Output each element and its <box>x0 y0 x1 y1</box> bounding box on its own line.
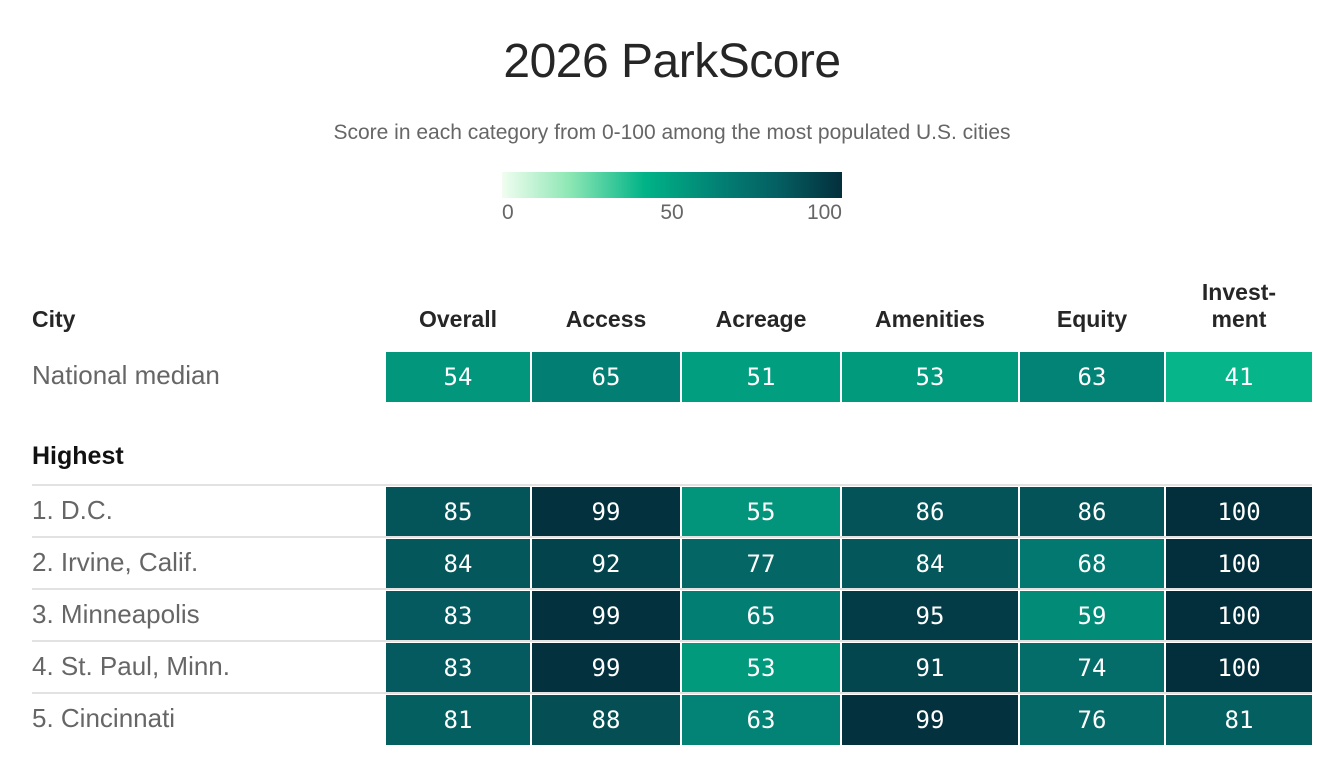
chart-subtitle: Score in each category from 0-100 among … <box>333 121 1011 144</box>
legend-tick-100: 100 <box>806 201 842 224</box>
city-row-cell: 91 <box>842 643 1018 693</box>
city-row-cell: 95 <box>842 591 1018 641</box>
city-row-cell: 100 <box>1166 591 1312 641</box>
city-row-cell: 83 <box>386 591 530 641</box>
city-row-cell: 83 <box>386 643 530 693</box>
city-row-cell: 99 <box>532 643 680 693</box>
city-row-label: 5. Cincinnati <box>32 703 176 733</box>
city-row-cell: 81 <box>386 695 530 745</box>
row-divider <box>32 484 1312 486</box>
city-row-cell: 100 <box>1166 487 1312 537</box>
city-row-cell: 92 <box>532 539 680 589</box>
city-row-cell: 74 <box>1020 643 1164 693</box>
legend-tick-0: 0 <box>502 201 514 224</box>
city-row-label: 3. Minneapolis <box>32 599 200 629</box>
header-acreage: Acreage <box>715 306 807 332</box>
row-divider <box>32 692 1312 694</box>
median-row-cell: 53 <box>842 352 1018 402</box>
header-city: City <box>32 306 76 332</box>
city-row-cell: 55 <box>682 487 840 537</box>
city-row-cell: 81 <box>1166 695 1312 745</box>
city-row-cell: 84 <box>842 539 1018 589</box>
city-row-cell: 99 <box>532 591 680 641</box>
city-row-cell: 88 <box>532 695 680 745</box>
row-divider <box>32 536 1312 538</box>
city-row-cell: 63 <box>682 695 840 745</box>
median-row-cell: 51 <box>682 352 840 402</box>
row-divider <box>32 588 1312 590</box>
city-row-cell: 99 <box>842 695 1018 745</box>
median-row-cell: 41 <box>1166 352 1312 402</box>
city-row-cell: 85 <box>386 487 530 537</box>
city-row-cell: 68 <box>1020 539 1164 589</box>
city-row-cell: 100 <box>1166 539 1312 589</box>
legend-tick-50: 50 <box>660 201 684 224</box>
city-row-cell: 53 <box>682 643 840 693</box>
city-row-label: 4. St. Paul, Minn. <box>32 651 230 681</box>
median-row-label: National median <box>32 360 220 390</box>
median-row-cell: 65 <box>532 352 680 402</box>
city-row-cell: 59 <box>1020 591 1164 641</box>
city-row-cell: 86 <box>1020 487 1164 537</box>
header-overall: Overall <box>419 306 497 332</box>
chart-title: 2026 ParkScore <box>503 35 841 88</box>
city-row-label: 1. D.C. <box>32 495 113 525</box>
city-row-cell: 86 <box>842 487 1018 537</box>
median-row-cell: 63 <box>1020 352 1164 402</box>
median-row-cell: 54 <box>386 352 530 402</box>
city-row-cell: 99 <box>532 487 680 537</box>
header-access: Access <box>565 306 647 332</box>
city-row-cell: 100 <box>1166 643 1312 693</box>
city-row-cell: 65 <box>682 591 840 641</box>
city-row-label: 2. Irvine, Calif. <box>32 547 199 577</box>
header-invest-ment: Invest-ment <box>1201 279 1277 332</box>
city-row-cell: 76 <box>1020 695 1164 745</box>
row-divider <box>32 640 1312 642</box>
city-row-cell: 77 <box>682 539 840 589</box>
city-row-cell: 84 <box>386 539 530 589</box>
color-legend-bar <box>502 172 842 198</box>
header-equity: Equity <box>1056 306 1128 332</box>
section-highest: Highest <box>32 442 124 470</box>
header-amenities: Amenities <box>875 306 985 332</box>
